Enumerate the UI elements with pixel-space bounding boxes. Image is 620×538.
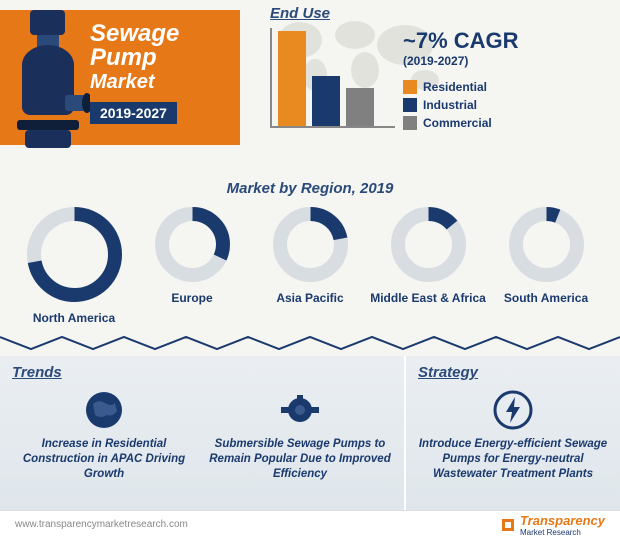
- strategy-item: Introduce Energy-efficient Sewage Pumps …: [418, 389, 608, 503]
- header-section: Sewage Pump Market 2019-2027 End Use ~7%…: [0, 0, 620, 180]
- pump-illustration: [5, 5, 90, 155]
- cagr-value: ~7% CAGR: [403, 28, 610, 54]
- region-donut: [391, 207, 466, 282]
- legend-item: Commercial: [403, 116, 610, 130]
- strategy-text: Introduce Energy-efficient Sewage Pumps …: [418, 437, 608, 482]
- bar: [346, 88, 374, 126]
- energy-bolt-icon: [492, 389, 534, 431]
- legend: Residential Industrial Commercial: [403, 80, 610, 130]
- trend-text: Increase in Residential Construction in …: [12, 437, 196, 482]
- trends-box: Trends Increase in Residential Construct…: [0, 356, 404, 511]
- enduse-chart-area: End Use ~7% CAGR (2019-2027) Residential…: [270, 5, 610, 134]
- region-cell: Europe: [133, 207, 251, 305]
- trends-heading: Trends: [12, 364, 392, 381]
- region-cell: Middle East & Africa: [369, 207, 487, 305]
- title-subtitle: 2019-2027: [90, 102, 177, 124]
- region-donut: [27, 207, 122, 302]
- enduse-row: ~7% CAGR (2019-2027) Residential Industri…: [270, 28, 610, 134]
- pump-icon: [279, 389, 321, 431]
- brand-logo: Transparency Market Research: [500, 513, 605, 537]
- legend-swatch: [403, 80, 417, 94]
- region-heading: Market by Region, 2019: [15, 180, 605, 197]
- region-row: North AmericaEuropeAsia PacificMiddle Ea…: [15, 207, 605, 325]
- legend-item: Industrial: [403, 98, 610, 112]
- region-cell: Asia Pacific: [251, 207, 369, 305]
- region-label: Middle East & Africa: [369, 291, 487, 305]
- region-cell: North America: [15, 207, 133, 325]
- title-line2: Pump: [90, 46, 224, 70]
- region-label: Asia Pacific: [251, 291, 369, 305]
- region-donut: [509, 207, 584, 282]
- region-label: South America: [487, 291, 605, 305]
- enduse-heading: End Use: [270, 5, 610, 22]
- title-line3: Market: [90, 72, 224, 92]
- bottom-section: Trends Increase in Residential Construct…: [0, 356, 620, 511]
- legend-label: Residential: [423, 80, 487, 94]
- legend-swatch: [403, 98, 417, 112]
- legend-label: Commercial: [423, 116, 492, 130]
- strategy-box: Strategy Introduce Energy-efficient Sewa…: [404, 356, 620, 511]
- region-label: Europe: [133, 291, 251, 305]
- brand-mark-icon: [500, 517, 516, 533]
- strategy-heading: Strategy: [418, 364, 608, 381]
- trend-text: Submersible Sewage Pumps to Remain Popul…: [208, 437, 392, 482]
- region-cell: South America: [487, 207, 605, 305]
- legend-item: Residential: [403, 80, 610, 94]
- brand-sub: Market Research: [520, 528, 605, 537]
- globe-apac-icon: [83, 389, 125, 431]
- cagr-period: (2019-2027): [403, 54, 610, 68]
- region-section: Market by Region, 2019 North AmericaEuro…: [0, 180, 620, 325]
- region-donut: [155, 207, 230, 282]
- region-label: North America: [15, 311, 133, 325]
- cagr-box: ~7% CAGR (2019-2027) Residential Industri…: [403, 28, 610, 134]
- brand-main: Transparency: [520, 513, 605, 528]
- bar-chart: [270, 28, 395, 128]
- zigzag-divider: [0, 335, 620, 351]
- trend-item: Submersible Sewage Pumps to Remain Popul…: [208, 389, 392, 503]
- title-line1: Sewage: [90, 22, 224, 46]
- trend-items: Increase in Residential Construction in …: [12, 389, 392, 503]
- trend-item: Increase in Residential Construction in …: [12, 389, 196, 503]
- legend-swatch: [403, 116, 417, 130]
- footer: www.transparencymarketresearch.com Trans…: [0, 510, 620, 538]
- region-donut: [273, 207, 348, 282]
- bar: [278, 31, 306, 126]
- footer-url: www.transparencymarketresearch.com: [15, 519, 188, 530]
- bar: [312, 76, 340, 126]
- legend-label: Industrial: [423, 98, 477, 112]
